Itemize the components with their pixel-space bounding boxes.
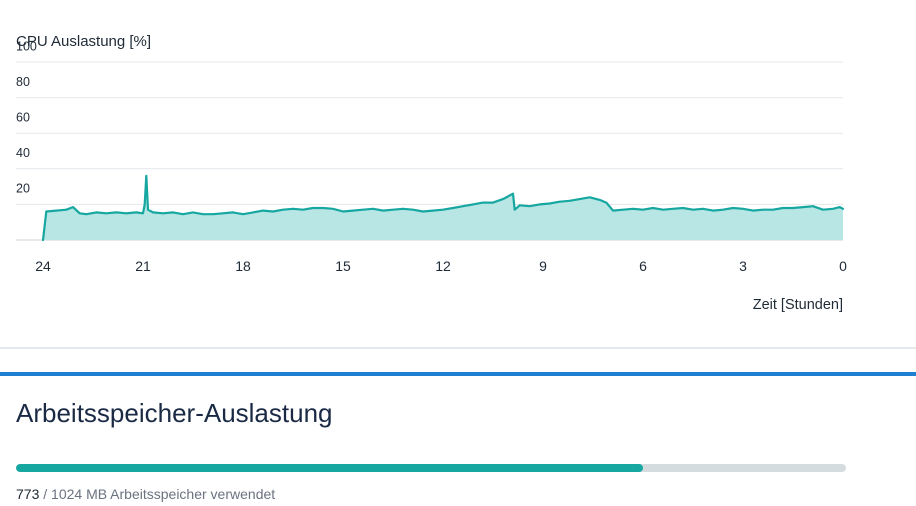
memory-total-text: / 1024 MB Arbeitsspeicher verwendet xyxy=(43,486,276,502)
section-accent-bar xyxy=(0,372,916,376)
memory-usage-caption: 773 / 1024 MB Arbeitsspeicher verwendet xyxy=(16,486,275,502)
y-tick-label-80: 80 xyxy=(16,75,30,89)
cpu-area-fill xyxy=(43,175,843,240)
x-tick-labels: 24 21 18 15 12 9 6 3 0 xyxy=(35,258,847,274)
x-tick-label-15: 15 xyxy=(335,258,351,274)
memory-usage-bar-fill xyxy=(16,464,643,472)
memory-usage-bar xyxy=(16,464,846,472)
cpu-series-line xyxy=(41,174,845,242)
x-tick-label-24: 24 xyxy=(35,258,51,274)
memory-section-title: Arbeitsspeicher-Auslastung xyxy=(16,398,333,428)
y-tick-labels: 20 40 60 80 100 xyxy=(16,39,37,195)
x-tick-label-21: 21 xyxy=(135,258,151,274)
y-tick-label-60: 60 xyxy=(16,110,30,124)
x-tick-label-12: 12 xyxy=(435,258,451,274)
x-tick-label-6: 6 xyxy=(639,258,647,274)
x-tick-label-3: 3 xyxy=(739,258,747,274)
x-tick-label-0: 0 xyxy=(839,258,847,274)
series-layer xyxy=(41,174,845,242)
y-tick-label-40: 40 xyxy=(16,146,30,160)
cpu-usage-panel: CPU Auslastung [%] 20 40 60 80 100 24 21 18 15 1… xyxy=(16,33,848,313)
panel-divider xyxy=(0,347,916,349)
y-axis-title: CPU Auslastung [%] xyxy=(16,33,151,50)
x-axis-title: Zeit [Stunden] xyxy=(753,297,843,313)
x-tick-label-9: 9 xyxy=(539,258,547,274)
y-tick-label-20: 20 xyxy=(16,182,30,196)
y-tick-label-100: 100 xyxy=(16,39,37,53)
x-tick-label-18: 18 xyxy=(235,258,251,274)
memory-used-value: 773 xyxy=(16,486,40,502)
